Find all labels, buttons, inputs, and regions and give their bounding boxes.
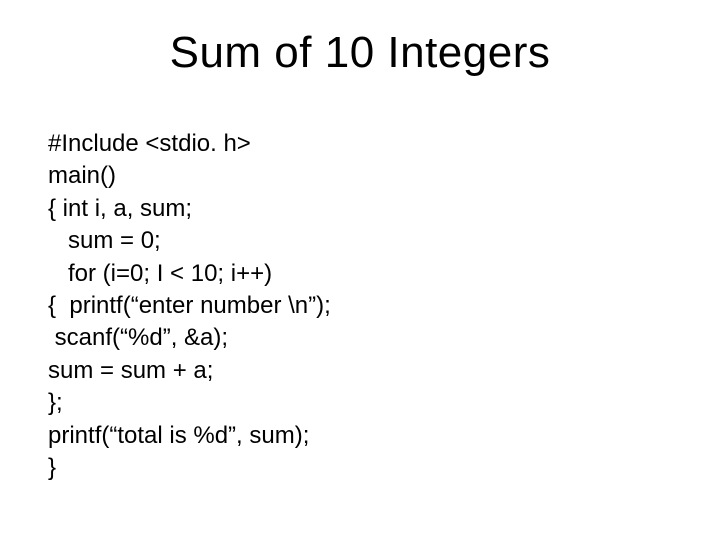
- code-line: };: [48, 389, 63, 416]
- code-line: scanf(“%d”, &a);: [48, 324, 228, 351]
- code-line: { int i, a, sum;: [48, 195, 192, 222]
- code-line: #Include <stdio. h>: [48, 130, 251, 157]
- code-line: printf(“total is %d”, sum);: [48, 422, 309, 449]
- code-line: }: [48, 454, 56, 481]
- code-line: sum = 0;: [48, 227, 161, 254]
- code-line: sum = sum + a;: [48, 357, 213, 384]
- code-line: for (i=0; I < 10; i++): [48, 260, 272, 287]
- slide: Sum of 10 Integers #Include <stdio. h> m…: [0, 0, 720, 540]
- slide-title: Sum of 10 Integers: [0, 28, 720, 78]
- code-block: #Include <stdio. h> main() { int i, a, s…: [48, 128, 331, 484]
- code-line: main(): [48, 162, 116, 189]
- code-line: { printf(“enter number \n”);: [48, 292, 331, 319]
